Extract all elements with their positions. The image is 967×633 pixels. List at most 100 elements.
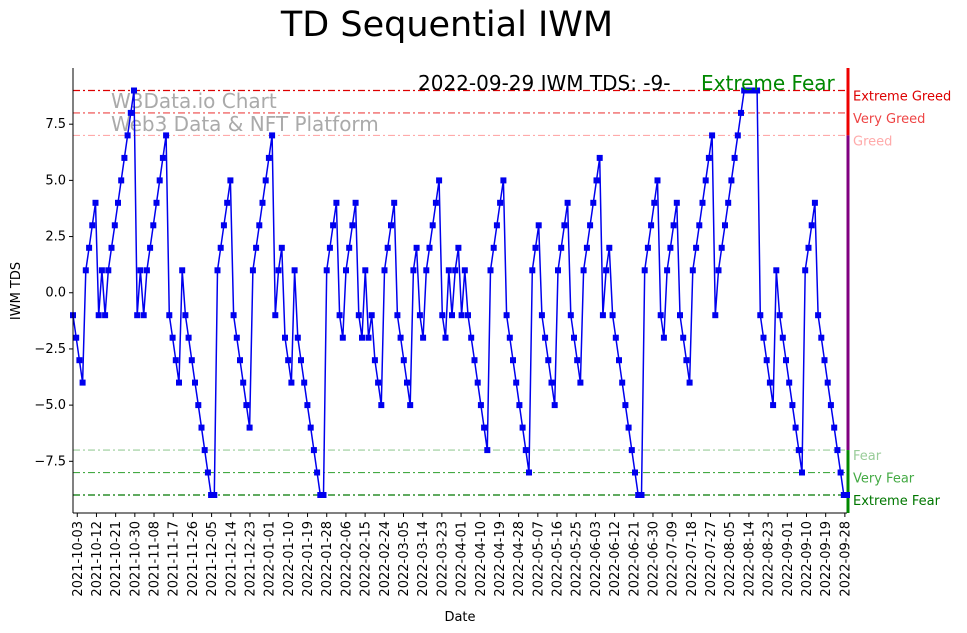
data-point bbox=[217, 244, 224, 251]
data-point bbox=[410, 267, 417, 274]
data-point bbox=[429, 222, 436, 229]
data-point bbox=[612, 334, 619, 341]
data-point bbox=[760, 334, 767, 341]
data-point bbox=[185, 334, 192, 341]
data-point bbox=[333, 199, 340, 206]
data-point bbox=[240, 379, 247, 386]
data-point bbox=[789, 402, 796, 409]
data-point bbox=[673, 199, 680, 206]
data-point bbox=[176, 379, 182, 386]
data-point bbox=[124, 132, 131, 139]
data-point bbox=[811, 199, 818, 206]
data-point bbox=[449, 312, 455, 319]
data-point bbox=[82, 267, 89, 274]
y-tick-label: 7.5 bbox=[45, 117, 66, 132]
data-point bbox=[526, 469, 532, 476]
data-point bbox=[169, 334, 176, 341]
data-point bbox=[134, 312, 141, 319]
x-tick-label: 2022-06-12 bbox=[608, 521, 623, 597]
data-point bbox=[686, 379, 693, 386]
x-tick-label: 2022-06-03 bbox=[589, 521, 604, 597]
data-point bbox=[503, 312, 510, 319]
x-tick-label: 2022-01-10 bbox=[282, 521, 297, 597]
x-tick-label: 2022-05-25 bbox=[570, 521, 585, 597]
data-point bbox=[352, 199, 359, 206]
data-point bbox=[477, 402, 484, 409]
y-tick-label: 5.0 bbox=[45, 173, 66, 188]
data-point bbox=[844, 492, 850, 498]
data-point bbox=[747, 87, 754, 94]
data-point bbox=[400, 357, 407, 364]
x-tick-label: 2022-02-06 bbox=[339, 521, 354, 597]
x-tick-label: 2021-11-08 bbox=[148, 521, 163, 597]
data-point bbox=[362, 267, 369, 274]
data-point bbox=[304, 402, 311, 409]
data-point bbox=[818, 334, 825, 341]
x-tick-label: 2021-11-26 bbox=[186, 521, 201, 597]
data-point bbox=[92, 199, 99, 206]
level-label: Extreme Fear bbox=[853, 494, 941, 509]
data-point bbox=[458, 312, 465, 319]
data-point bbox=[365, 334, 372, 341]
data-point bbox=[243, 402, 250, 409]
y-axis-ticks: −7.5 −5.0 −2.5 0.0 2.5 5.0 7.5 bbox=[34, 117, 73, 469]
x-tick-label: 2021-12-14 bbox=[224, 521, 239, 597]
data-point bbox=[224, 199, 231, 206]
data-point bbox=[481, 424, 488, 431]
data-point bbox=[712, 312, 719, 319]
data-point bbox=[98, 267, 105, 274]
data-point bbox=[783, 357, 789, 364]
data-point bbox=[445, 267, 452, 274]
data-point bbox=[455, 244, 462, 251]
data-point bbox=[204, 469, 211, 476]
data-point bbox=[439, 312, 446, 319]
x-tick-label: 2022-04-01 bbox=[455, 521, 470, 597]
y-tick-label: −2.5 bbox=[34, 342, 66, 357]
data-point bbox=[76, 357, 83, 364]
data-point bbox=[699, 199, 706, 206]
data-point bbox=[587, 222, 594, 229]
data-point bbox=[249, 267, 256, 274]
data-point bbox=[599, 312, 606, 319]
data-point bbox=[388, 222, 394, 229]
data-point bbox=[143, 267, 150, 274]
data-point bbox=[285, 357, 292, 364]
data-point bbox=[757, 312, 764, 319]
x-tick-label: 2022-03-14 bbox=[416, 521, 431, 597]
data-point bbox=[802, 267, 809, 274]
data-point bbox=[233, 334, 240, 341]
data-point bbox=[779, 334, 786, 341]
data-point bbox=[375, 379, 382, 386]
x-tick-label: 2022-01-19 bbox=[301, 521, 316, 597]
data-point bbox=[253, 244, 260, 251]
data-point bbox=[641, 267, 648, 274]
data-point bbox=[696, 222, 703, 229]
x-tick-label: 2021-10-12 bbox=[90, 521, 105, 597]
data-point bbox=[89, 222, 96, 229]
level-label: Very Greed bbox=[853, 112, 925, 127]
data-point bbox=[131, 87, 137, 94]
y-tick-label: −7.5 bbox=[34, 454, 66, 469]
data-point bbox=[359, 334, 365, 341]
annotation-status: Extreme Fear bbox=[701, 71, 836, 95]
data-point bbox=[163, 132, 170, 139]
data-point bbox=[490, 244, 497, 251]
data-point bbox=[95, 312, 102, 319]
data-point bbox=[214, 267, 221, 274]
x-tick-label: 2022-05-07 bbox=[531, 521, 546, 597]
level-label: Fear bbox=[853, 449, 882, 464]
data-point bbox=[461, 267, 468, 274]
data-point bbox=[468, 334, 475, 341]
data-point bbox=[625, 424, 632, 431]
data-point bbox=[773, 267, 780, 274]
data-point bbox=[506, 334, 513, 341]
data-point bbox=[542, 334, 549, 341]
data-point bbox=[269, 132, 276, 139]
data-point bbox=[840, 492, 847, 498]
data-point bbox=[619, 379, 626, 386]
data-point bbox=[195, 402, 202, 409]
x-tick-label: 2022-04-28 bbox=[512, 521, 527, 597]
data-point bbox=[622, 402, 629, 409]
data-point bbox=[343, 267, 349, 274]
